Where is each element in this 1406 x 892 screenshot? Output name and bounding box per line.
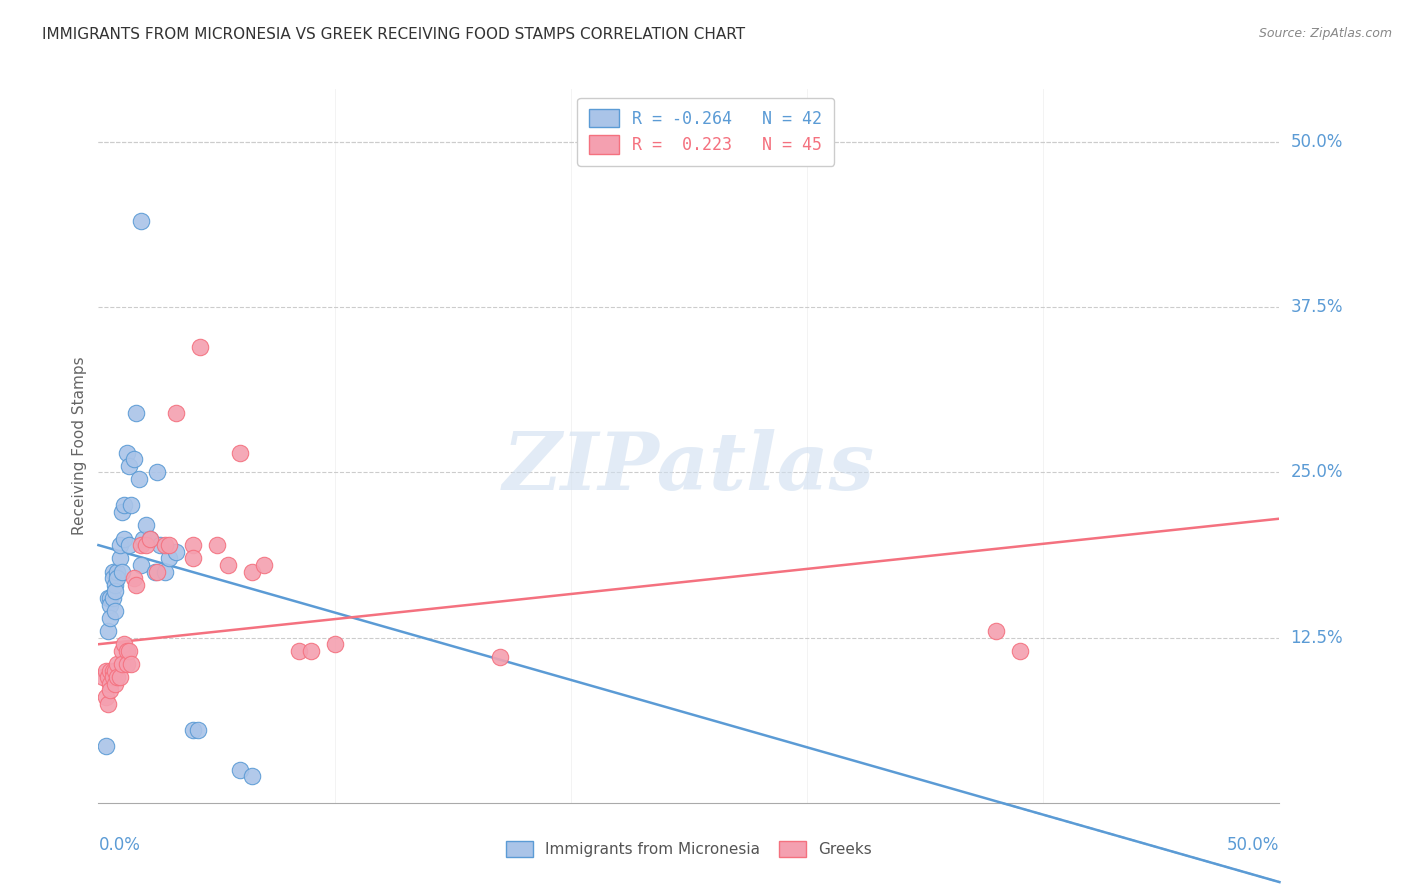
Point: [112, 637, 135, 651]
Point: [115, 657, 138, 671]
Point: [105, 571, 128, 585]
Text: Source: ZipAtlas.com: Source: ZipAtlas.com: [1258, 27, 1392, 40]
Point: [128, 472, 150, 486]
Point: [97, 697, 120, 711]
Legend: Immigrants from Micronesia, Greeks: Immigrants from Micronesia, Greeks: [496, 831, 882, 866]
Point: [104, 584, 127, 599]
Point: [97, 670, 120, 684]
Point: [112, 499, 135, 513]
Point: [299, 644, 322, 658]
Point: [101, 670, 124, 684]
Point: [157, 538, 180, 552]
Point: [288, 644, 311, 658]
Point: [129, 538, 152, 552]
Point: [121, 499, 143, 513]
Point: [98, 611, 121, 625]
Point: [101, 571, 124, 585]
Point: [146, 466, 169, 480]
Point: [91, 670, 114, 684]
Point: [135, 518, 157, 533]
Point: [122, 452, 145, 467]
Point: [217, 558, 239, 572]
Point: [101, 565, 124, 579]
Point: [104, 677, 127, 691]
Point: [181, 551, 204, 566]
Point: [984, 624, 1007, 638]
Point: [157, 551, 180, 566]
Point: [229, 763, 252, 777]
Point: [104, 604, 127, 618]
Text: 25.0%: 25.0%: [1291, 464, 1343, 482]
Point: [240, 565, 263, 579]
Point: [97, 591, 120, 605]
Point: [108, 670, 131, 684]
Point: [121, 657, 143, 671]
Point: [132, 532, 155, 546]
Point: [240, 769, 263, 783]
Point: [118, 644, 141, 658]
Point: [139, 532, 162, 546]
Text: 50.0%: 50.0%: [1291, 133, 1343, 151]
Point: [188, 340, 211, 354]
Point: [253, 558, 276, 572]
Point: [101, 664, 124, 678]
Text: ZIPatlas: ZIPatlas: [503, 429, 875, 506]
Point: [115, 644, 138, 658]
Point: [98, 664, 121, 678]
Point: [104, 664, 127, 678]
Point: [323, 637, 346, 651]
Point: [129, 558, 152, 572]
Point: [97, 624, 120, 638]
Point: [146, 565, 169, 579]
Point: [229, 445, 252, 459]
Point: [165, 545, 187, 559]
Point: [143, 565, 166, 579]
Point: [135, 538, 157, 552]
Point: [98, 683, 121, 698]
Point: [187, 723, 209, 738]
Text: 50.0%: 50.0%: [1227, 836, 1279, 854]
Point: [1008, 644, 1031, 658]
Point: [111, 657, 134, 671]
Point: [98, 598, 121, 612]
Point: [129, 214, 152, 228]
Point: [111, 644, 134, 658]
Point: [165, 406, 187, 420]
Point: [105, 565, 128, 579]
Point: [112, 532, 135, 546]
Point: [108, 538, 131, 552]
Text: 12.5%: 12.5%: [1291, 629, 1343, 647]
Point: [105, 670, 128, 684]
Point: [105, 657, 128, 671]
Point: [125, 578, 148, 592]
Point: [118, 538, 141, 552]
Point: [98, 591, 121, 605]
Point: [98, 677, 121, 691]
Point: [115, 445, 138, 459]
Point: [153, 538, 176, 552]
Point: [125, 406, 148, 420]
Point: [104, 578, 127, 592]
Point: [94, 690, 117, 704]
Point: [153, 565, 176, 579]
Point: [205, 538, 228, 552]
Point: [489, 650, 512, 665]
Point: [108, 551, 131, 566]
Point: [118, 458, 141, 473]
Y-axis label: Receiving Food Stamps: Receiving Food Stamps: [72, 357, 87, 535]
Point: [111, 565, 134, 579]
Point: [122, 571, 145, 585]
Point: [181, 723, 204, 738]
Point: [101, 591, 124, 605]
Point: [181, 538, 204, 552]
Point: [149, 538, 172, 552]
Point: [94, 739, 117, 753]
Text: 37.5%: 37.5%: [1291, 298, 1343, 317]
Text: 0.0%: 0.0%: [98, 836, 141, 854]
Text: IMMIGRANTS FROM MICRONESIA VS GREEK RECEIVING FOOD STAMPS CORRELATION CHART: IMMIGRANTS FROM MICRONESIA VS GREEK RECE…: [42, 27, 745, 42]
Point: [139, 532, 162, 546]
Point: [111, 505, 134, 519]
Point: [94, 664, 117, 678]
